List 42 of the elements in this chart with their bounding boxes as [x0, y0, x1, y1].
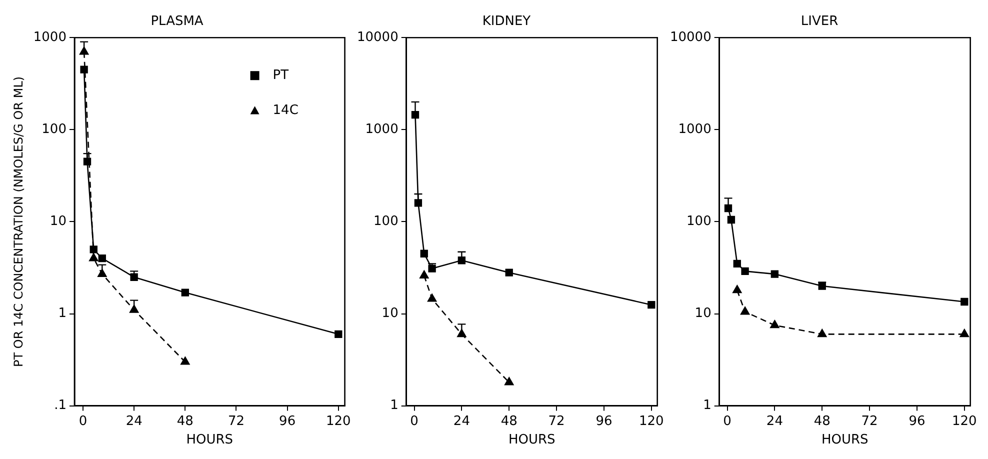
y-tick-label: 10000 — [670, 30, 712, 45]
y-tick-label: 1000 — [365, 122, 398, 138]
y-tick-label: 1 — [703, 398, 712, 414]
y-tick-label: 10 — [694, 306, 712, 322]
x-axis-title: HOURS — [821, 432, 868, 448]
x-tick-label: 48 — [500, 414, 518, 429]
y-tick-label: 1 — [58, 306, 66, 322]
chart-title: PLASMA — [150, 14, 204, 30]
x-tick-label: 24 — [126, 414, 142, 429]
x-tick-label: 120 — [638, 414, 664, 429]
y-tick-label: .1 — [54, 398, 66, 414]
x-tick-label: 72 — [228, 414, 245, 429]
y-tick-label: 10 — [382, 306, 398, 322]
x-tick-label: 48 — [814, 414, 830, 429]
x-tick-label: 96 — [908, 414, 926, 429]
y-tick-label: 1 — [390, 398, 398, 414]
x-tick-label: 72 — [548, 414, 565, 429]
x-tick-label: 24 — [453, 414, 470, 429]
x-tick-label: 120 — [952, 414, 977, 429]
x-tick-label: 48 — [176, 414, 194, 429]
y-axis-title: PT OR 14C CONCENTRATION (NMOLES/G OR ML) — [11, 76, 26, 367]
x-tick-label: 120 — [326, 414, 351, 429]
y-tick-label: 100 — [374, 214, 398, 230]
y-tick-label: 1000 — [33, 30, 66, 45]
chart-title: LIVER — [800, 14, 838, 30]
x-tick-label: 0 — [410, 414, 418, 429]
x-axis-title: HOURS — [186, 432, 234, 448]
y-tick-label: 10000 — [356, 30, 398, 45]
y-tick-label: 100 — [42, 122, 66, 138]
x-tick-label: 96 — [596, 414, 612, 429]
x-tick-label: 96 — [279, 414, 296, 429]
chart-title: KIDNEY — [482, 14, 531, 30]
legend-label: PT — [272, 68, 289, 83]
y-tick-label: 100 — [686, 214, 712, 230]
legend-label: 14C — [272, 102, 298, 118]
y-tick-label: 10 — [50, 214, 66, 230]
x-tick-label: 24 — [766, 414, 783, 429]
x-tick-label: 0 — [78, 414, 88, 429]
x-tick-label: 0 — [723, 414, 732, 429]
y-tick-label: 1000 — [678, 122, 712, 138]
x-axis-title: HOURS — [508, 432, 556, 448]
x-tick-label: 72 — [861, 414, 878, 429]
